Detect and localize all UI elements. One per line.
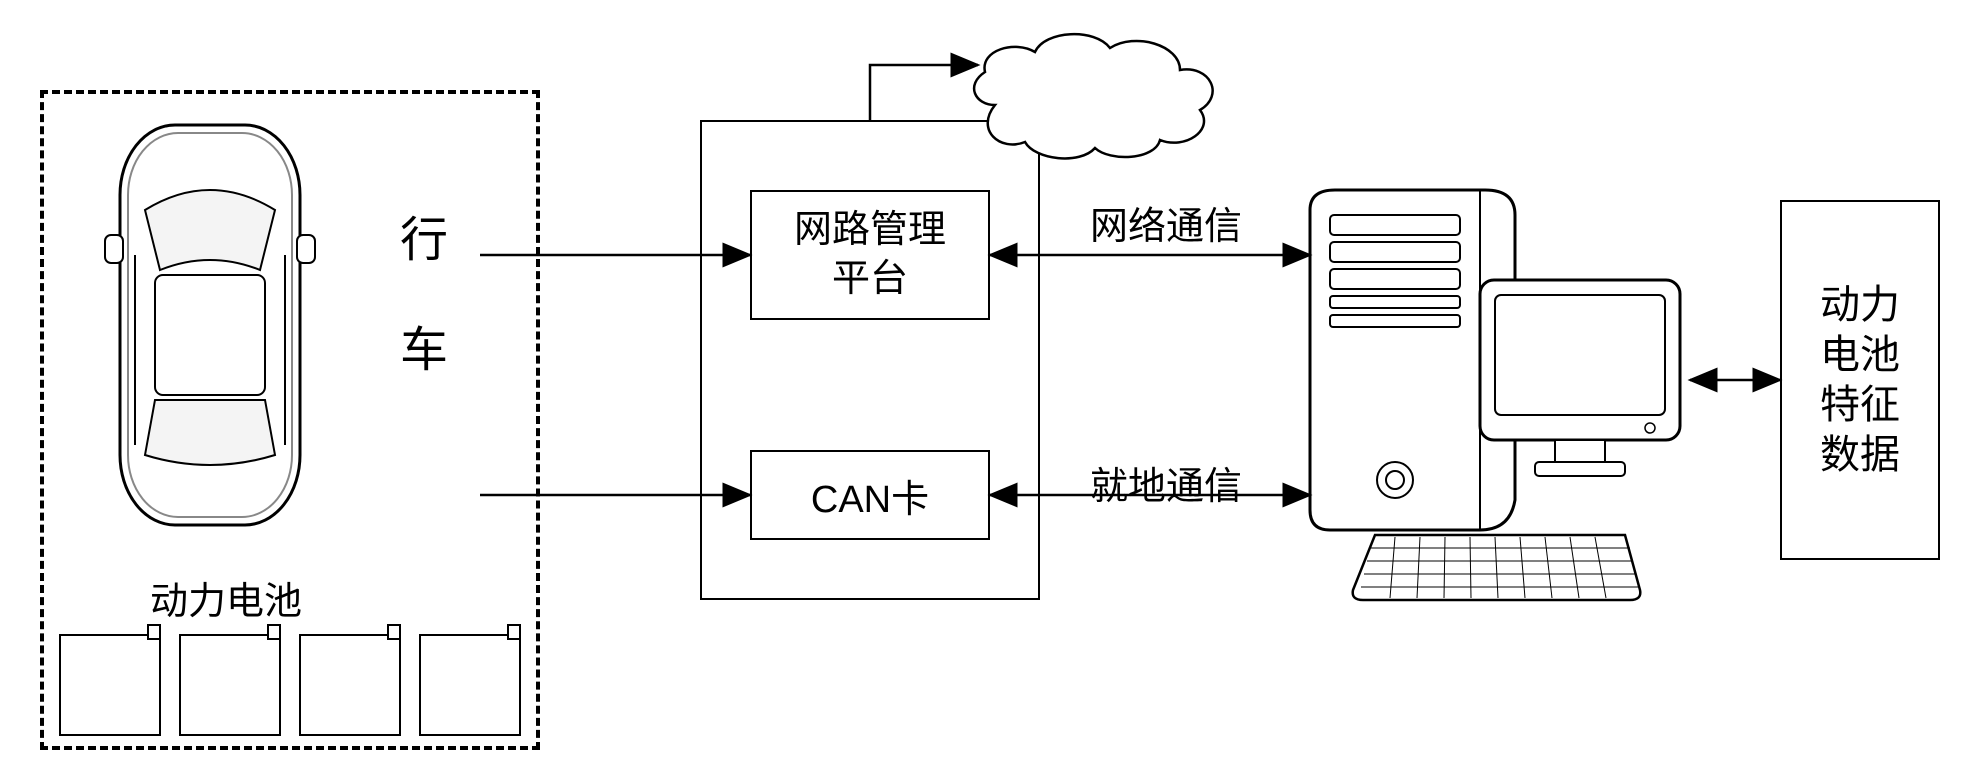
vehicle-group-box	[40, 90, 540, 750]
out-ch-4: 数据	[1820, 430, 1900, 480]
network-platform-box: 网路管理 平台	[750, 190, 990, 320]
local-comm-label: 就地通信	[1090, 455, 1242, 510]
battery-caption: 动力电池	[150, 570, 302, 625]
driving-ch-2: 车	[400, 310, 448, 380]
cloud-label: 车联网	[1045, 75, 1165, 130]
out-ch-3: 特征	[1820, 380, 1900, 430]
out-ch-1: 动力	[1820, 280, 1900, 330]
can-card-box: CAN卡	[750, 450, 990, 540]
network-comm-label: 网络通信	[1090, 195, 1242, 250]
output-data-label: 动力 电池 特征 数据	[1820, 280, 1900, 480]
output-data-box: 动力 电池 特征 数据	[1780, 200, 1940, 560]
out-ch-2: 电池	[1820, 330, 1900, 380]
arrow-bridge-to-cloud	[870, 65, 978, 120]
computer-icon	[1310, 190, 1680, 600]
driving-ch-1: 行	[400, 200, 448, 270]
driving-label: 行 车	[400, 200, 448, 380]
